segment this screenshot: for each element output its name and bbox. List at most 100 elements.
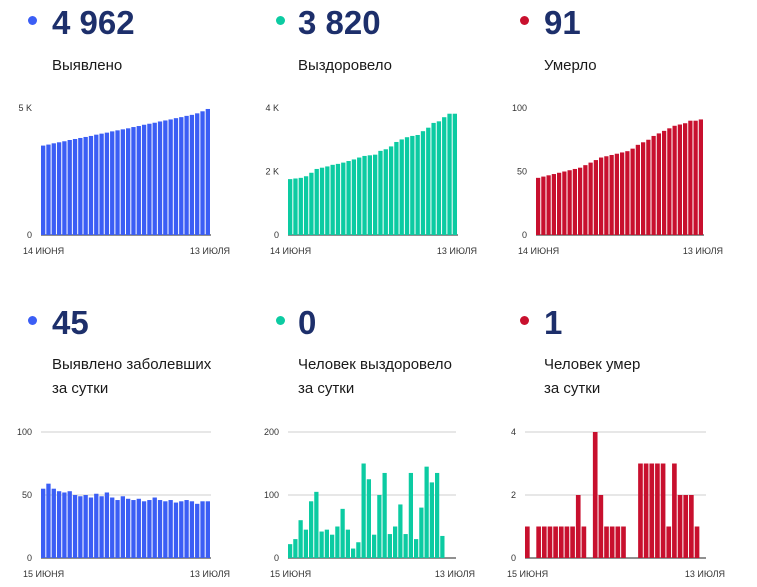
bar: [609, 154, 614, 235]
y-tick-label: 0: [27, 553, 32, 563]
y-tick-label: 2: [511, 490, 516, 500]
bar: [593, 160, 598, 235]
bar: [403, 534, 408, 558]
bar: [78, 137, 83, 235]
bar: [660, 463, 666, 558]
bar: [541, 176, 546, 235]
legend-dot: [520, 316, 529, 325]
bar: [656, 133, 661, 235]
bar: [609, 526, 615, 558]
bar: [562, 171, 567, 235]
x-end-label: 13 ИЮЛЯ: [190, 569, 230, 579]
card-recovered-daily: 0 Человек выздоровело за сутки: [252, 300, 502, 587]
bar: [435, 472, 440, 558]
bar: [688, 120, 693, 235]
bar: [205, 108, 210, 235]
bar: [698, 119, 703, 235]
chart-recovered-daily: 0 100 200 15 ИЮНЯ 13 ИЮЛЯ: [264, 427, 475, 579]
bar: [136, 126, 141, 235]
y-tick-label: 100: [17, 427, 32, 437]
bar: [41, 145, 46, 235]
bar: [340, 508, 345, 558]
y-tick-label: 0: [522, 230, 527, 240]
card-deaths-daily: 1 Человек умер за сутки: [502, 300, 757, 587]
bar: [288, 179, 293, 235]
bar: [163, 120, 168, 235]
bar: [398, 504, 403, 558]
bar: [293, 178, 298, 235]
card-deaths-total: 91 Умерло: [502, 0, 757, 270]
bar: [525, 526, 530, 558]
x-start-label: 14 ИЮНЯ: [518, 246, 559, 256]
y-tick-label: 0: [274, 553, 279, 563]
bar: [382, 472, 387, 558]
bar: [394, 141, 399, 235]
bar: [88, 497, 94, 558]
bar: [383, 149, 388, 235]
bar: [408, 472, 413, 558]
bar: [630, 148, 635, 235]
y-tick-label: 100: [264, 490, 279, 500]
bar: [126, 498, 131, 558]
bar: [341, 162, 346, 235]
bar: [655, 463, 660, 558]
x-end-label: 13 ИЮЛЯ: [685, 569, 725, 579]
bar: [683, 123, 688, 235]
card-label: Выявлено: [52, 57, 123, 74]
bar: [131, 500, 136, 558]
bar: [141, 501, 147, 558]
bar: [104, 492, 110, 558]
bar: [126, 128, 131, 235]
bar: [184, 115, 189, 235]
card-detected-total: 4 962 Выявлено: [0, 0, 252, 270]
bar: [567, 170, 572, 235]
bar: [298, 520, 303, 558]
bar: [362, 155, 367, 235]
y-tick-label: 200: [264, 427, 279, 437]
legend-dot: [520, 16, 529, 25]
bar: [94, 134, 99, 235]
bar: [677, 124, 682, 235]
bar: [604, 156, 609, 235]
bar: [415, 134, 420, 235]
bar: [366, 479, 371, 558]
card-label: Выздоровело: [298, 57, 393, 74]
x-start-label: 14 ИЮНЯ: [270, 246, 311, 256]
x-start-label: 15 ИЮНЯ: [23, 569, 64, 579]
card-detected-daily: 45 Выявлено заболевших за сутки: [0, 300, 252, 587]
bar: [147, 123, 152, 235]
card-label: Человек выздоровело за сутки: [298, 356, 452, 397]
bar: [666, 526, 672, 558]
bar: [189, 501, 195, 558]
bar: [641, 142, 646, 235]
bar: [115, 500, 120, 558]
bar: [67, 491, 72, 558]
bar: [179, 501, 184, 558]
bar: [378, 150, 383, 235]
card-label: Умерло: [544, 57, 597, 74]
bar: [373, 154, 378, 235]
bar: [46, 483, 51, 558]
card-recovered-total: 3 820 Выздоровело: [252, 0, 502, 270]
bar: [99, 133, 104, 235]
bar: [309, 172, 314, 235]
bar: [377, 495, 382, 558]
card-value: 3 820: [298, 4, 381, 41]
bar: [431, 122, 436, 235]
card-label: Выявлено заболевших за сутки: [52, 356, 212, 397]
bar: [387, 534, 392, 558]
bar: [303, 529, 308, 558]
chart-recovered-total: 0 2 K 4 K 14 ИЮНЯ 13 ИЮЛЯ: [265, 103, 477, 256]
bar: [410, 135, 415, 235]
bar: [110, 131, 115, 235]
bar: [163, 501, 168, 558]
bar: [426, 127, 431, 235]
bar: [298, 177, 303, 235]
bar: [367, 155, 372, 235]
bar: [120, 129, 125, 235]
legend-dot: [276, 316, 285, 325]
bar: [330, 164, 335, 235]
bar: [104, 132, 110, 235]
bar: [51, 488, 56, 558]
bar: [357, 157, 362, 235]
